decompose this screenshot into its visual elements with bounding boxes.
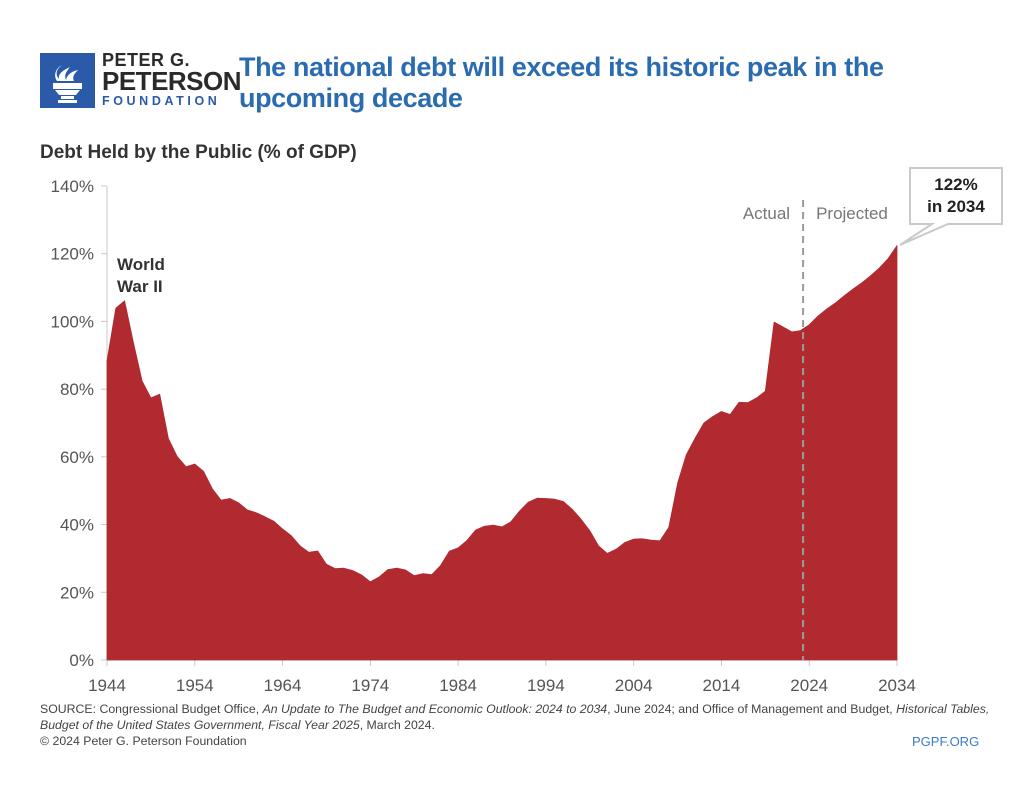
logo-line-2: PETERSON bbox=[102, 66, 242, 96]
logo bbox=[40, 53, 95, 108]
plot-area bbox=[106, 245, 898, 661]
logo-wordmark: PETER G. PETERSON FOUNDATION bbox=[102, 50, 242, 109]
wwii-annotation-line: War II bbox=[117, 277, 163, 296]
x-tick-label: 1964 bbox=[264, 676, 302, 695]
y-tick-label: 120% bbox=[51, 245, 94, 264]
x-axis: 1944 1954 1964 1974 1984 1994 2004 2014 2024 2034 bbox=[88, 659, 916, 695]
y-tick-label: 100% bbox=[51, 312, 94, 331]
y-tick-label: 20% bbox=[60, 583, 94, 602]
y-tick-label: 140% bbox=[51, 177, 94, 196]
y-axis: 0% 20% 40% 60% 80% 100% 120% 140% bbox=[51, 177, 108, 670]
wwii-annotation-line: World bbox=[117, 255, 165, 274]
torch-icon bbox=[53, 65, 82, 103]
copyright: © 2024 Peter G. Peterson Foundation bbox=[40, 734, 247, 748]
callout-text-line: in 2034 bbox=[927, 197, 985, 216]
source-note: SOURCE: Congressional Budget Office, An … bbox=[40, 701, 1000, 749]
logo-line-1: PETER G. bbox=[102, 50, 191, 70]
actual-label: Actual bbox=[743, 204, 790, 223]
x-tick-label: 1984 bbox=[439, 676, 477, 695]
debt-area bbox=[106, 245, 898, 661]
annotations: Actual Projected World War II 122% in 2034 bbox=[117, 167, 1003, 660]
chart-title: The national debt will exceed its histor… bbox=[239, 52, 884, 113]
y-tick-label: 80% bbox=[60, 380, 94, 399]
chart-subtitle: Debt Held by the Public (% of GDP) bbox=[40, 142, 357, 163]
x-tick-label: 2024 bbox=[790, 676, 828, 695]
x-tick-label: 1944 bbox=[88, 676, 126, 695]
source-title-2: Historical Tables, Budget of the United … bbox=[40, 702, 990, 732]
logo-line-3: FOUNDATION bbox=[102, 94, 221, 108]
y-tick-label: 60% bbox=[60, 448, 94, 467]
callout-box bbox=[899, 167, 1003, 246]
x-tick-label: 2004 bbox=[615, 676, 653, 695]
source-prefix: SOURCE: Congressional Budget Office, bbox=[40, 702, 263, 716]
x-tick-label: 1974 bbox=[351, 676, 389, 695]
source-mid: , June 2024; and Office of Management an… bbox=[607, 702, 897, 716]
x-tick-label: 1954 bbox=[176, 676, 214, 695]
y-tick-label: 40% bbox=[60, 516, 94, 535]
x-tick-label: 2034 bbox=[878, 676, 916, 695]
source-suffix: , March 2024. bbox=[359, 718, 435, 732]
x-tick-label: 1994 bbox=[527, 676, 565, 695]
callout-text-line: 122% bbox=[934, 175, 977, 194]
source-title-1: An Update to The Budget and Economic Out… bbox=[262, 702, 608, 716]
x-tick-label: 2014 bbox=[703, 676, 741, 695]
y-tick-label: 0% bbox=[69, 651, 94, 670]
projected-label: Projected bbox=[816, 204, 888, 223]
site-link[interactable]: PGPF.ORG bbox=[912, 734, 980, 749]
